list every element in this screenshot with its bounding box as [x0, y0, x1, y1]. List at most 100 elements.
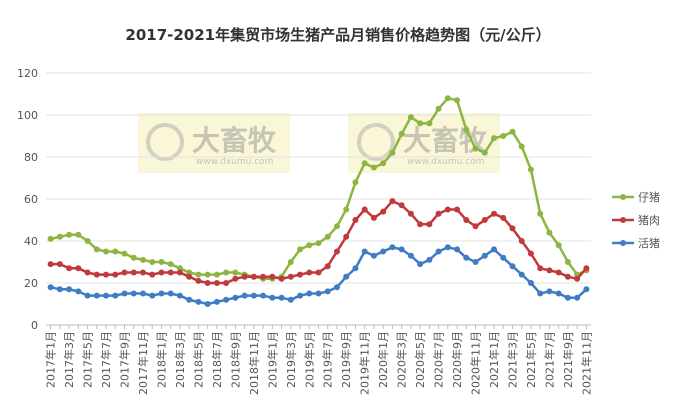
- data-point: [121, 250, 128, 257]
- data-point: [583, 286, 590, 293]
- x-tick-label: 2019年9月: [339, 331, 353, 388]
- data-point: [389, 149, 396, 156]
- data-point: [195, 277, 202, 284]
- data-point: [398, 246, 405, 253]
- data-point: [213, 298, 220, 305]
- data-point: [352, 179, 359, 186]
- data-point: [463, 217, 470, 223]
- data-point: [56, 233, 63, 240]
- data-point: [250, 273, 257, 280]
- data-point: [472, 259, 479, 265]
- data-point: [333, 284, 340, 291]
- watermark-logo: [146, 123, 184, 161]
- data-point: [389, 244, 396, 251]
- data-point: [223, 296, 230, 303]
- data-point: [574, 294, 581, 301]
- data-point: [75, 288, 82, 295]
- y-tick-label: 80: [24, 151, 38, 164]
- data-point: [454, 206, 461, 213]
- data-point: [380, 248, 387, 255]
- watermark-url: www.dxumu.com: [407, 157, 484, 167]
- data-point: [112, 271, 119, 278]
- data-point: [509, 128, 516, 135]
- data-point: [130, 254, 137, 261]
- data-point: [509, 225, 516, 232]
- data-point: [241, 273, 248, 280]
- data-point: [121, 290, 128, 297]
- data-point: [223, 280, 230, 286]
- data-point: [47, 261, 54, 268]
- data-point: [84, 292, 91, 299]
- data-point: [361, 248, 368, 255]
- x-tick-label: 2021年3月: [505, 331, 519, 388]
- data-point: [407, 114, 414, 121]
- data-point: [269, 294, 276, 301]
- data-point: [324, 233, 331, 240]
- x-tick-label: 2020年11月: [469, 331, 483, 395]
- x-tick-label: 2017年7月: [99, 331, 113, 388]
- data-point: [112, 292, 119, 299]
- data-point: [546, 229, 553, 236]
- data-point: [537, 210, 544, 217]
- y-tick-label: 120: [17, 67, 38, 80]
- data-point: [564, 273, 571, 280]
- y-tick-label: 100: [17, 109, 38, 122]
- data-point: [315, 269, 322, 276]
- data-point: [103, 248, 110, 255]
- x-tick-label: 2019年7月: [321, 331, 335, 388]
- x-tick-label: 2019年11月: [358, 331, 372, 395]
- x-tick-label: 2020年3月: [395, 331, 409, 388]
- x-tick-label: 2017年9月: [118, 331, 132, 388]
- x-tick-label: 2018年11月: [247, 331, 261, 395]
- data-point: [232, 275, 239, 282]
- watermark: 大畜牧 大畜牧 www.dxumu.com www.dxumu.com: [138, 113, 500, 173]
- data-point: [139, 269, 146, 276]
- data-point: [426, 221, 433, 228]
- data-point: [444, 95, 451, 102]
- data-point: [149, 271, 156, 278]
- data-point: [297, 292, 304, 299]
- data-point: [213, 271, 220, 278]
- data-point: [435, 210, 442, 217]
- data-point: [84, 269, 91, 276]
- data-point: [333, 223, 340, 230]
- data-point: [491, 210, 498, 217]
- data-point: [306, 290, 313, 297]
- data-point: [149, 259, 156, 265]
- data-point: [472, 145, 479, 152]
- x-tick-label: 2019年1月: [265, 331, 279, 388]
- data-point: [278, 275, 285, 282]
- data-point: [287, 296, 294, 303]
- data-point: [297, 271, 304, 278]
- data-point: [112, 248, 119, 255]
- data-point: [176, 292, 183, 299]
- x-tick-label: 2020年5月: [413, 331, 427, 388]
- data-point: [324, 288, 331, 295]
- watermark-text: 大畜牧: [403, 124, 488, 157]
- data-point: [47, 235, 54, 242]
- data-point: [250, 292, 257, 299]
- data-point: [426, 256, 433, 263]
- data-point: [370, 214, 377, 221]
- data-point: [454, 246, 461, 253]
- series-line: [50, 96, 587, 281]
- data-point: [407, 210, 414, 217]
- data-point: [527, 250, 534, 257]
- data-point: [186, 273, 193, 280]
- data-point: [481, 217, 488, 223]
- data-point: [287, 259, 294, 265]
- data-point: [158, 259, 165, 265]
- data-point: [75, 231, 82, 238]
- chart-title: 2017-2021年集贸市场生猪产品月销售价格趋势图（元/公斤）: [125, 26, 550, 44]
- data-point: [278, 294, 285, 301]
- data-point: [343, 273, 350, 280]
- data-point: [518, 238, 525, 244]
- data-point: [204, 301, 211, 307]
- data-point: [574, 275, 581, 282]
- data-point: [56, 261, 63, 268]
- legend-marker: [620, 194, 626, 200]
- data-point: [500, 133, 507, 139]
- data-point: [417, 120, 424, 127]
- x-tick-label: 2019年5月: [302, 331, 316, 388]
